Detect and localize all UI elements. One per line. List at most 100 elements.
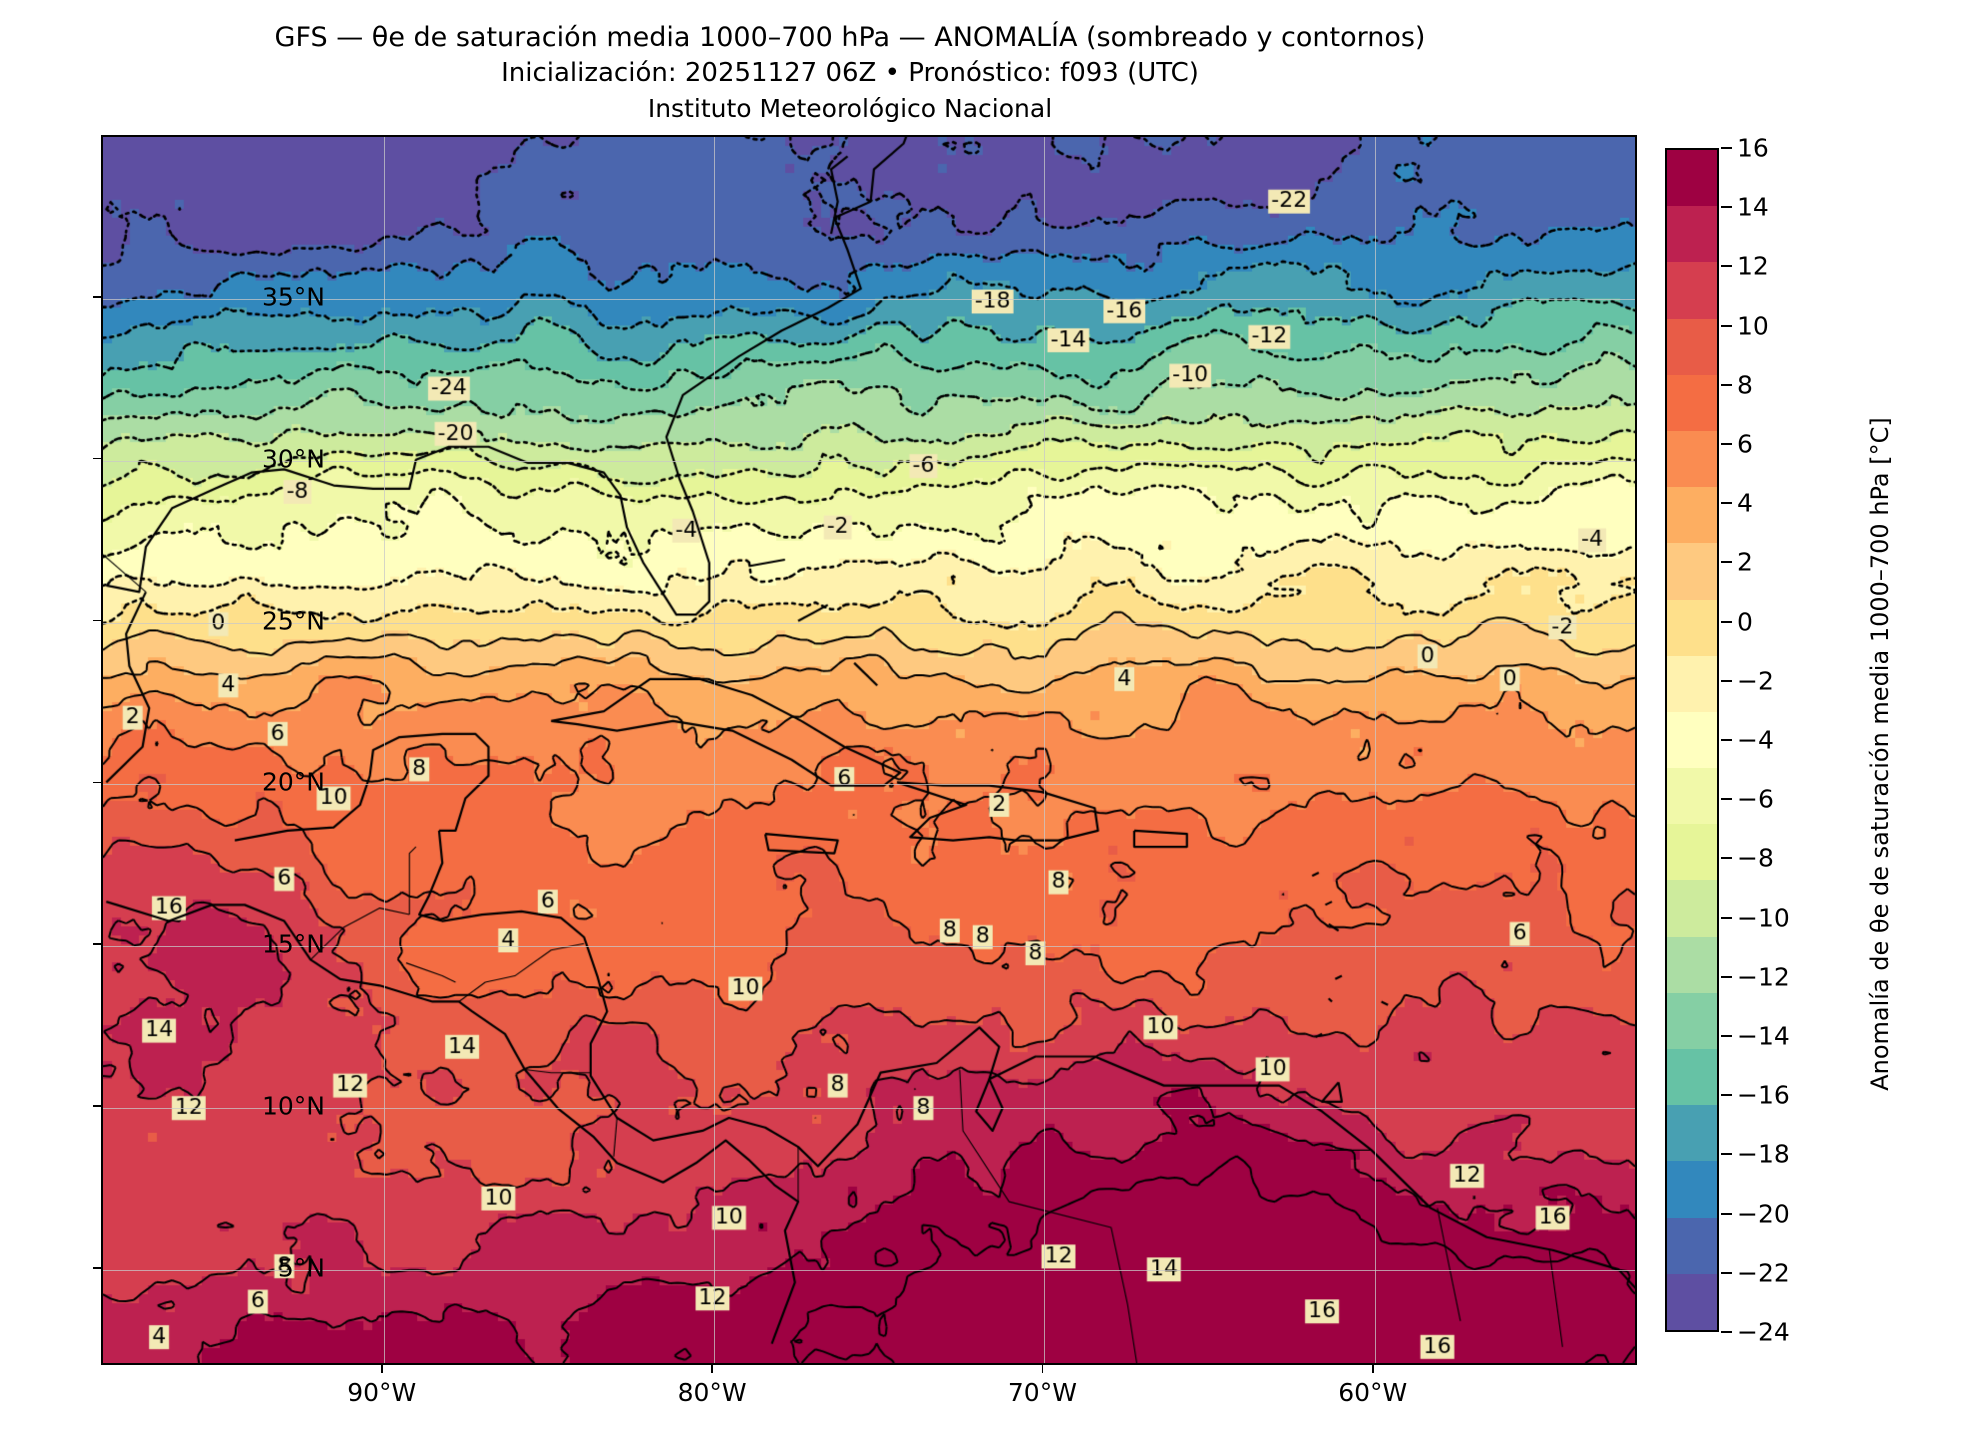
y-axis-tick-label: 35°N (261, 282, 325, 312)
graticule-meridian (383, 137, 385, 1363)
colorbar-segment (1667, 768, 1717, 825)
colorbar-segment (1667, 150, 1717, 207)
colorbar-tick-label: 10 (1737, 311, 1769, 341)
colorbar-segment (1667, 880, 1717, 937)
graticule-meridian (1044, 137, 1046, 1363)
chart-institution: Instituto Meteorológico Nacional (647, 93, 1053, 123)
colorbar-tick-label: −24 (1737, 1317, 1790, 1347)
colorbar-segment (1667, 487, 1717, 544)
colorbar-tick-label: −6 (1737, 784, 1774, 814)
colorbar-tick-label: −4 (1737, 725, 1774, 755)
colorbar-tick-label: 8 (1737, 370, 1753, 400)
colorbar-tick-label: −16 (1737, 1080, 1790, 1110)
colorbar-segment (1667, 374, 1717, 431)
colorbar-segment (1667, 824, 1717, 881)
colorbar-tick (1721, 1212, 1732, 1215)
colorbar-tick (1721, 147, 1732, 149)
colorbar-tick (1721, 265, 1732, 268)
y-axis-tick (93, 619, 101, 622)
colorbar-segment (1667, 1105, 1717, 1162)
x-axis-tick (711, 1365, 713, 1373)
graticule-meridian (714, 137, 716, 1363)
colorbar-tick (1721, 975, 1732, 978)
colorbar-segment (1667, 543, 1717, 600)
y-axis-tick (93, 1105, 101, 1107)
colorbar-tick (1721, 1094, 1732, 1097)
colorbar-segment (1667, 430, 1717, 488)
colorbar-tick-label: −10 (1737, 903, 1790, 933)
colorbar-tick (1721, 502, 1732, 505)
x-axis-tick-label: 70°W (1007, 1378, 1077, 1407)
colorbar-segment (1667, 318, 1717, 375)
x-axis-tick (380, 1365, 383, 1373)
y-axis-tick (93, 296, 101, 298)
y-axis-tick (93, 781, 101, 784)
y-axis-tick-label: 30°N (261, 444, 325, 474)
colorbar-segment (1667, 936, 1717, 993)
graticule-parallel (103, 622, 1635, 624)
colorbar-segment (1667, 992, 1717, 1049)
chart-subtitle: Inicialización: 20251127 06Z • Pronóstic… (501, 58, 1199, 89)
x-axis-tick-label: 60°W (1338, 1378, 1408, 1407)
y-axis-tick-label: 15°N (261, 929, 325, 959)
colorbar-tick-label: 6 (1737, 429, 1753, 459)
colorbar-tick (1721, 798, 1732, 801)
colorbar-tick (1721, 206, 1732, 209)
anomaly-heatmap-canvas (103, 137, 1635, 1363)
colorbar-tick-label: −2 (1737, 666, 1774, 696)
graticule-parallel (103, 784, 1635, 786)
x-axis-tick-label: 90°W (347, 1378, 417, 1407)
y-axis-tick-label: 25°N (261, 606, 325, 636)
y-axis-tick-label: 5°N (277, 1253, 325, 1283)
graticule-parallel (103, 460, 1635, 462)
colorbar-tick (1721, 1153, 1732, 1156)
colorbar-segment (1667, 1049, 1717, 1106)
graticule-parallel (103, 946, 1635, 948)
colorbar-tick (1721, 857, 1732, 860)
graticule-meridian (1374, 137, 1376, 1363)
colorbar-tick (1721, 1271, 1732, 1274)
colorbar-segment (1667, 206, 1717, 263)
colorbar-tick-label: 14 (1737, 192, 1769, 222)
colorbar-tick-label: 16 (1737, 133, 1769, 163)
colorbar-segment (1667, 655, 1717, 712)
graticule-parallel (103, 298, 1635, 300)
colorbar-tick-label: −8 (1737, 843, 1774, 873)
colorbar-tick-label: −22 (1737, 1258, 1790, 1288)
colorbar-tick (1721, 620, 1732, 623)
colorbar-label: Anomalía de θe de saturación media 1000–… (1866, 417, 1894, 1091)
colorbar-tick (1721, 561, 1732, 564)
x-axis-tick (1041, 1365, 1044, 1373)
colorbar-tick (1721, 324, 1732, 327)
y-axis-tick-label: 20°N (261, 767, 325, 797)
colorbar-tick-label: −18 (1737, 1139, 1790, 1169)
colorbar-segment (1667, 1217, 1717, 1274)
x-axis-tick-label: 80°W (677, 1378, 747, 1407)
colorbar-gradient (1665, 148, 1719, 1332)
colorbar-segment (1667, 1161, 1717, 1218)
colorbar-tick (1721, 443, 1732, 445)
colorbar-segment (1667, 711, 1717, 769)
colorbar-tick (1721, 383, 1732, 386)
y-axis-tick (93, 457, 101, 460)
colorbar-tick-label: 0 (1737, 607, 1753, 637)
colorbar-tick (1721, 1035, 1732, 1037)
colorbar-tick (1721, 916, 1732, 919)
colorbar-segment (1667, 262, 1717, 319)
colorbar-tick (1721, 679, 1732, 682)
colorbar-tick-label: 12 (1737, 251, 1769, 281)
title-block: GFS — θe de saturación media 1000–700 hP… (0, 20, 1700, 125)
colorbar-tick-label: −14 (1737, 1021, 1790, 1051)
colorbar-tick-label: 2 (1737, 547, 1753, 577)
colorbar-tick-label: −12 (1737, 962, 1790, 992)
colorbar-segment (1667, 599, 1717, 656)
y-axis-tick-label: 10°N (261, 1091, 325, 1121)
graticule-parallel (103, 1108, 1635, 1110)
graticule-parallel (103, 1269, 1635, 1271)
colorbar-tick (1721, 739, 1732, 741)
y-axis-tick (93, 943, 101, 945)
colorbar-segment (1667, 1273, 1717, 1330)
colorbar-tick-label: −20 (1737, 1199, 1790, 1229)
colorbar-tick-label: 4 (1737, 488, 1753, 518)
colorbar-tick (1721, 1331, 1732, 1333)
